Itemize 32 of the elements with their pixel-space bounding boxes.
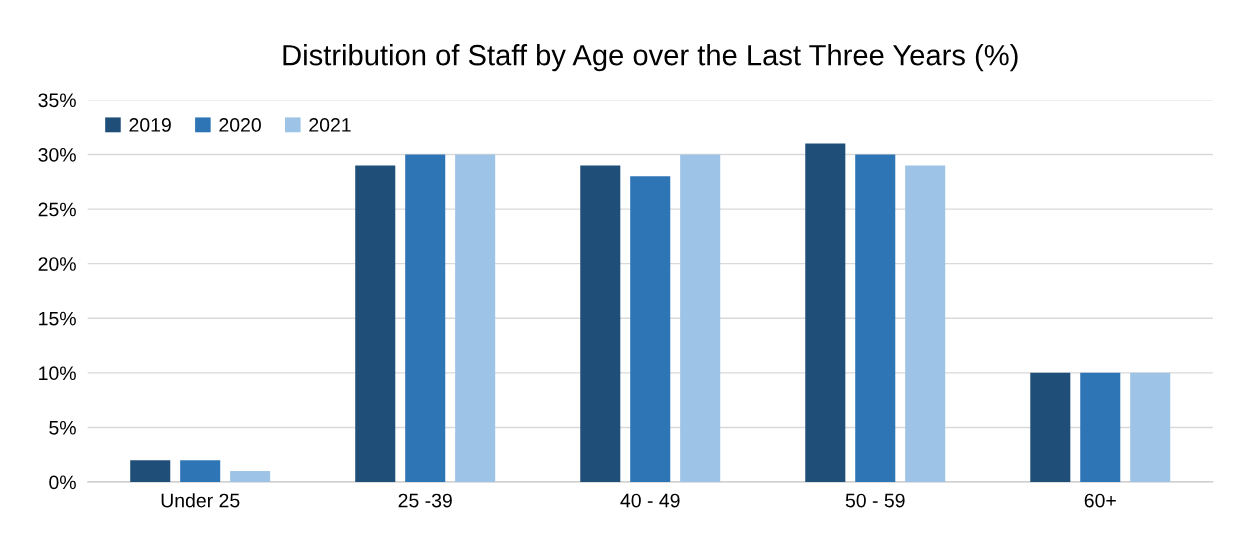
bar: [905, 165, 946, 483]
y-tick-label: 10%: [39, 366, 76, 381]
y-tick-label: 20%: [38, 257, 76, 271]
bar: [1080, 372, 1121, 483]
bar: [355, 165, 396, 483]
y-tick-label: 35%: [38, 93, 76, 108]
bar: [230, 471, 271, 483]
y-tick-label: 15%: [39, 311, 76, 326]
x-tick-label: 60+: [1084, 493, 1116, 508]
y-tick-label: 5%: [49, 420, 76, 435]
bar: [680, 154, 721, 483]
bar: [130, 460, 171, 483]
bar: [405, 154, 446, 483]
bar: [455, 154, 496, 483]
bar: [180, 460, 221, 483]
bar: [1130, 372, 1171, 483]
y-tick-label: 0%: [49, 475, 76, 490]
y-tick-label: 25%: [38, 202, 76, 217]
legend-label: 2020: [219, 118, 261, 132]
chart-title: Distribution of Staff by Age over the Last Three Years (%): [283, 44, 1018, 72]
legend-label: 2021: [309, 118, 351, 132]
bar: [1030, 372, 1071, 483]
bar: [580, 165, 621, 483]
x-tick-label: Under 25: [161, 493, 240, 508]
y-tick-label: 30%: [38, 147, 76, 162]
x-tick-label: 50 - 59: [845, 493, 905, 508]
bar: [630, 176, 671, 483]
x-tick-label: 25 -39: [398, 493, 452, 508]
bar: [855, 154, 896, 483]
bar: [805, 143, 846, 483]
x-tick-label: 40 - 49: [620, 493, 680, 508]
legend-label: 2019: [129, 118, 171, 132]
